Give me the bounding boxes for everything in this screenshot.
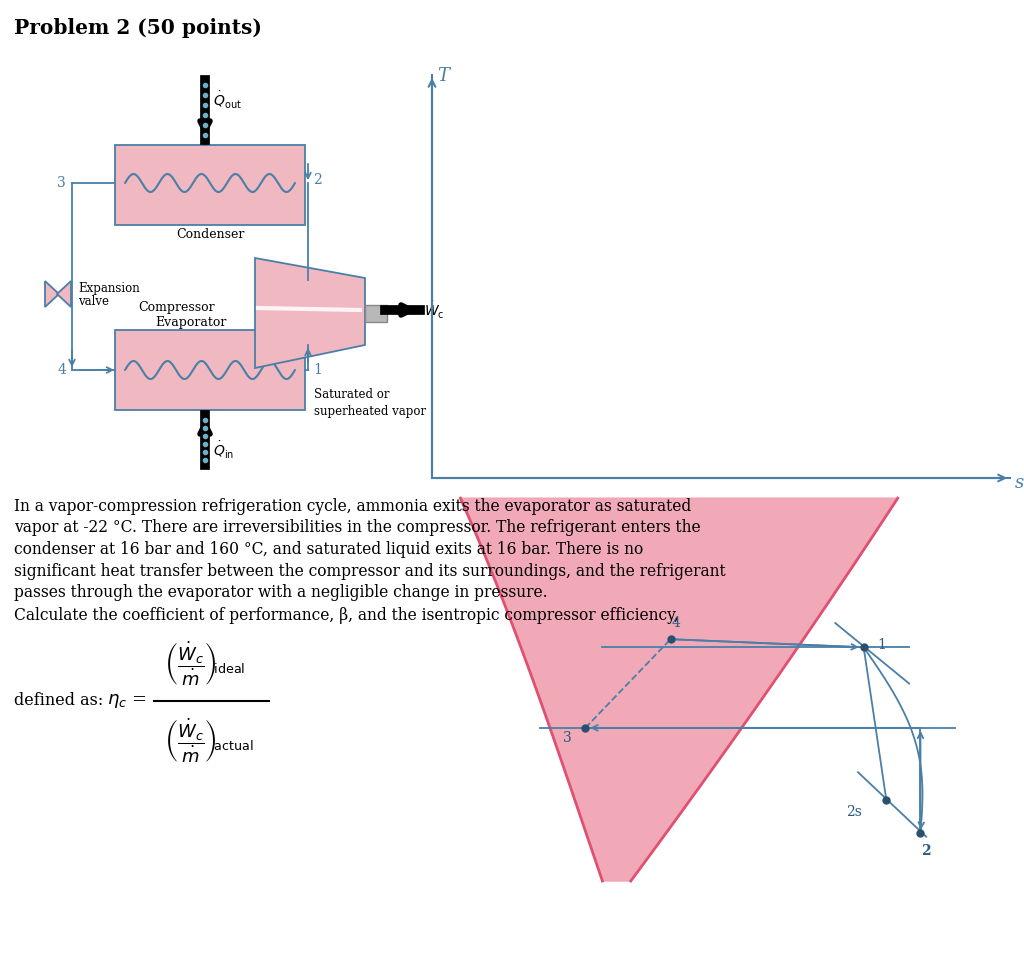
Text: $\dot{Q}_\mathrm{out}$: $\dot{Q}_\mathrm{out}$ xyxy=(213,89,242,111)
Text: 2: 2 xyxy=(921,844,930,857)
Text: In a vapor-compression refrigeration cycle, ammonia exits the evaporator as satu: In a vapor-compression refrigeration cyc… xyxy=(14,498,691,515)
Text: valve: valve xyxy=(78,295,109,308)
Text: Compressor: Compressor xyxy=(138,302,215,314)
Text: 3: 3 xyxy=(57,176,66,190)
Text: 2: 2 xyxy=(313,173,322,187)
Polygon shape xyxy=(255,258,365,368)
Text: 3: 3 xyxy=(563,731,571,745)
Text: Calculate the coefficient of performance, β, and the isentropic compressor effic: Calculate the coefficient of performance… xyxy=(14,607,679,625)
Text: significant heat transfer between the compressor and its surroundings, and the r: significant heat transfer between the co… xyxy=(14,562,726,579)
FancyBboxPatch shape xyxy=(115,330,305,410)
Text: 4: 4 xyxy=(671,616,680,630)
Text: vapor at -22 °C. There are irreversibilities in the compressor. The refrigerant : vapor at -22 °C. There are irreversibili… xyxy=(14,520,700,536)
Text: 1: 1 xyxy=(878,638,886,653)
Text: Evaporator: Evaporator xyxy=(155,316,226,329)
Text: s: s xyxy=(1015,474,1024,492)
Text: 4: 4 xyxy=(57,363,66,377)
FancyBboxPatch shape xyxy=(365,305,387,322)
Text: condenser at 16 bar and 160 °C, and saturated liquid exits at 16 bar. There is n: condenser at 16 bar and 160 °C, and satu… xyxy=(14,541,643,558)
Text: $\left(\dfrac{\dot{W}_c}{\dot{m}}\right)_{\!\!\mathrm{actual}}$: $\left(\dfrac{\dot{W}_c}{\dot{m}}\right)… xyxy=(164,716,254,765)
Polygon shape xyxy=(461,498,898,881)
Polygon shape xyxy=(45,281,59,307)
Text: passes through the evaporator with a negligible change in pressure.: passes through the evaporator with a neg… xyxy=(14,584,548,601)
Text: Expansion: Expansion xyxy=(78,282,139,295)
Text: 1: 1 xyxy=(313,363,322,377)
Text: =: = xyxy=(131,692,146,709)
FancyBboxPatch shape xyxy=(115,145,305,225)
Text: T: T xyxy=(437,67,449,85)
Text: defined as:: defined as: xyxy=(14,692,114,709)
Text: $\left(\dfrac{\dot{W}_c}{\dot{m}}\right)_{\!\!\mathrm{ideal}}$: $\left(\dfrac{\dot{W}_c}{\dot{m}}\right)… xyxy=(164,639,245,688)
Text: Problem 2 (50 points): Problem 2 (50 points) xyxy=(14,18,262,38)
Text: $\dot{Q}_\mathrm{in}$: $\dot{Q}_\mathrm{in}$ xyxy=(213,439,234,460)
Polygon shape xyxy=(57,281,71,307)
Text: Saturated or
superheated vapor: Saturated or superheated vapor xyxy=(314,388,426,418)
Text: Condenser: Condenser xyxy=(176,228,244,241)
Text: 2s: 2s xyxy=(847,805,862,820)
Text: $\eta_c$: $\eta_c$ xyxy=(106,692,127,709)
Text: $\dot{W}_\mathrm{c}$: $\dot{W}_\mathrm{c}$ xyxy=(424,300,444,321)
